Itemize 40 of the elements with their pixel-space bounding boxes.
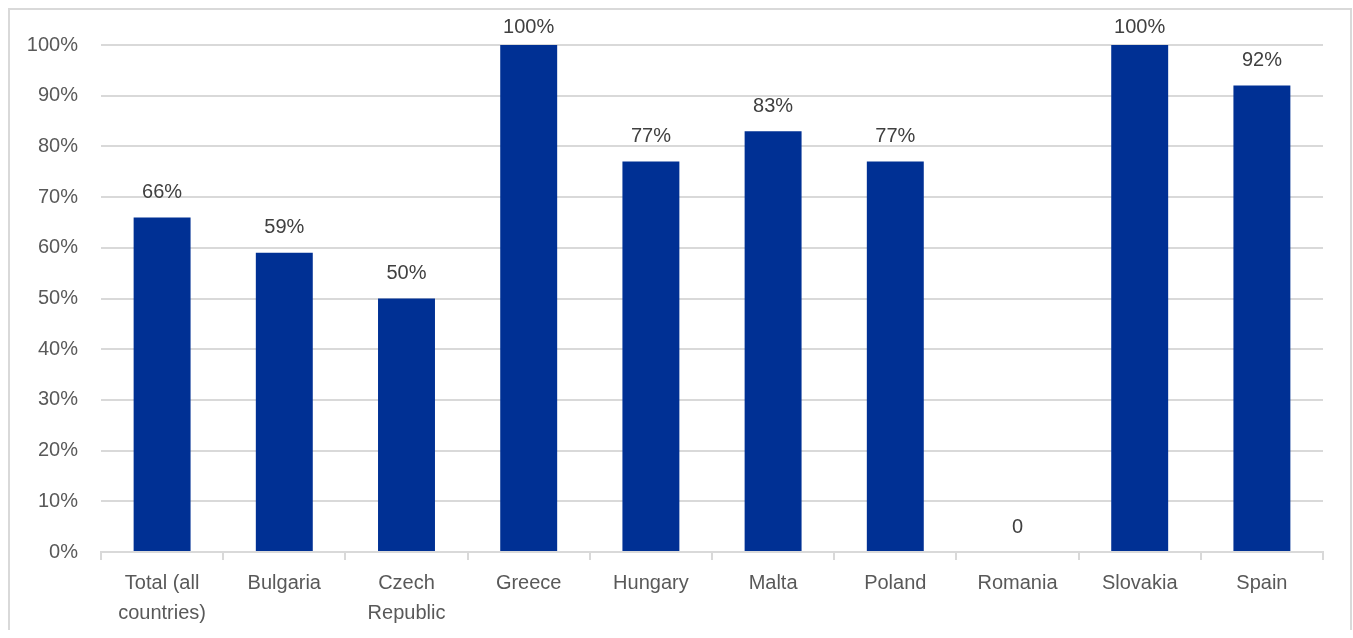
bar — [500, 45, 558, 551]
y-tick-label: 0% — [49, 539, 79, 562]
y-tick-label: 100% — [26, 32, 79, 55]
data-label: 59% — [264, 215, 305, 238]
x-tick-label: Czech Republic — [367, 570, 446, 623]
y-tick-label: 40% — [37, 336, 79, 359]
y-tick-label: 70% — [37, 184, 79, 207]
x-tick-label: Malta — [748, 570, 799, 593]
x-tick-label: Poland — [864, 570, 927, 593]
x-tick-label: Slovakia — [1101, 570, 1179, 593]
x-tick-label: Total (all countries) — [118, 570, 207, 623]
bar — [622, 161, 680, 551]
data-label: 100% — [503, 14, 555, 37]
data-label: 100% — [1114, 14, 1166, 37]
bar — [1233, 85, 1291, 551]
y-tick-label: 90% — [37, 83, 79, 106]
bar — [255, 252, 313, 551]
bar — [133, 217, 191, 551]
data-label: 66% — [142, 179, 183, 202]
data-label: 92% — [1241, 48, 1283, 71]
y-tick-label: 60% — [37, 235, 79, 258]
data-label: 77% — [630, 124, 672, 147]
x-tick-label: Bulgaria — [247, 570, 322, 593]
bar — [744, 131, 802, 551]
y-tick-label: 30% — [37, 387, 79, 410]
y-tick-label: 20% — [37, 438, 79, 461]
x-tick-label: Spain — [1236, 570, 1288, 593]
y-tick-label: 10% — [37, 488, 79, 511]
bar — [1111, 45, 1169, 551]
data-label: 83% — [753, 93, 794, 116]
bar — [866, 161, 924, 551]
data-label: 77% — [875, 124, 916, 147]
y-tick-label: 80% — [37, 133, 79, 156]
x-tick-label: Romania — [977, 570, 1059, 593]
bar — [378, 298, 435, 551]
x-tick-label: Hungary — [613, 570, 689, 593]
y-tick-label: 50% — [37, 286, 79, 309]
data-label: 50% — [386, 261, 427, 284]
data-label: 0 — [1011, 514, 1024, 537]
x-tick-label: Greece — [495, 570, 562, 593]
